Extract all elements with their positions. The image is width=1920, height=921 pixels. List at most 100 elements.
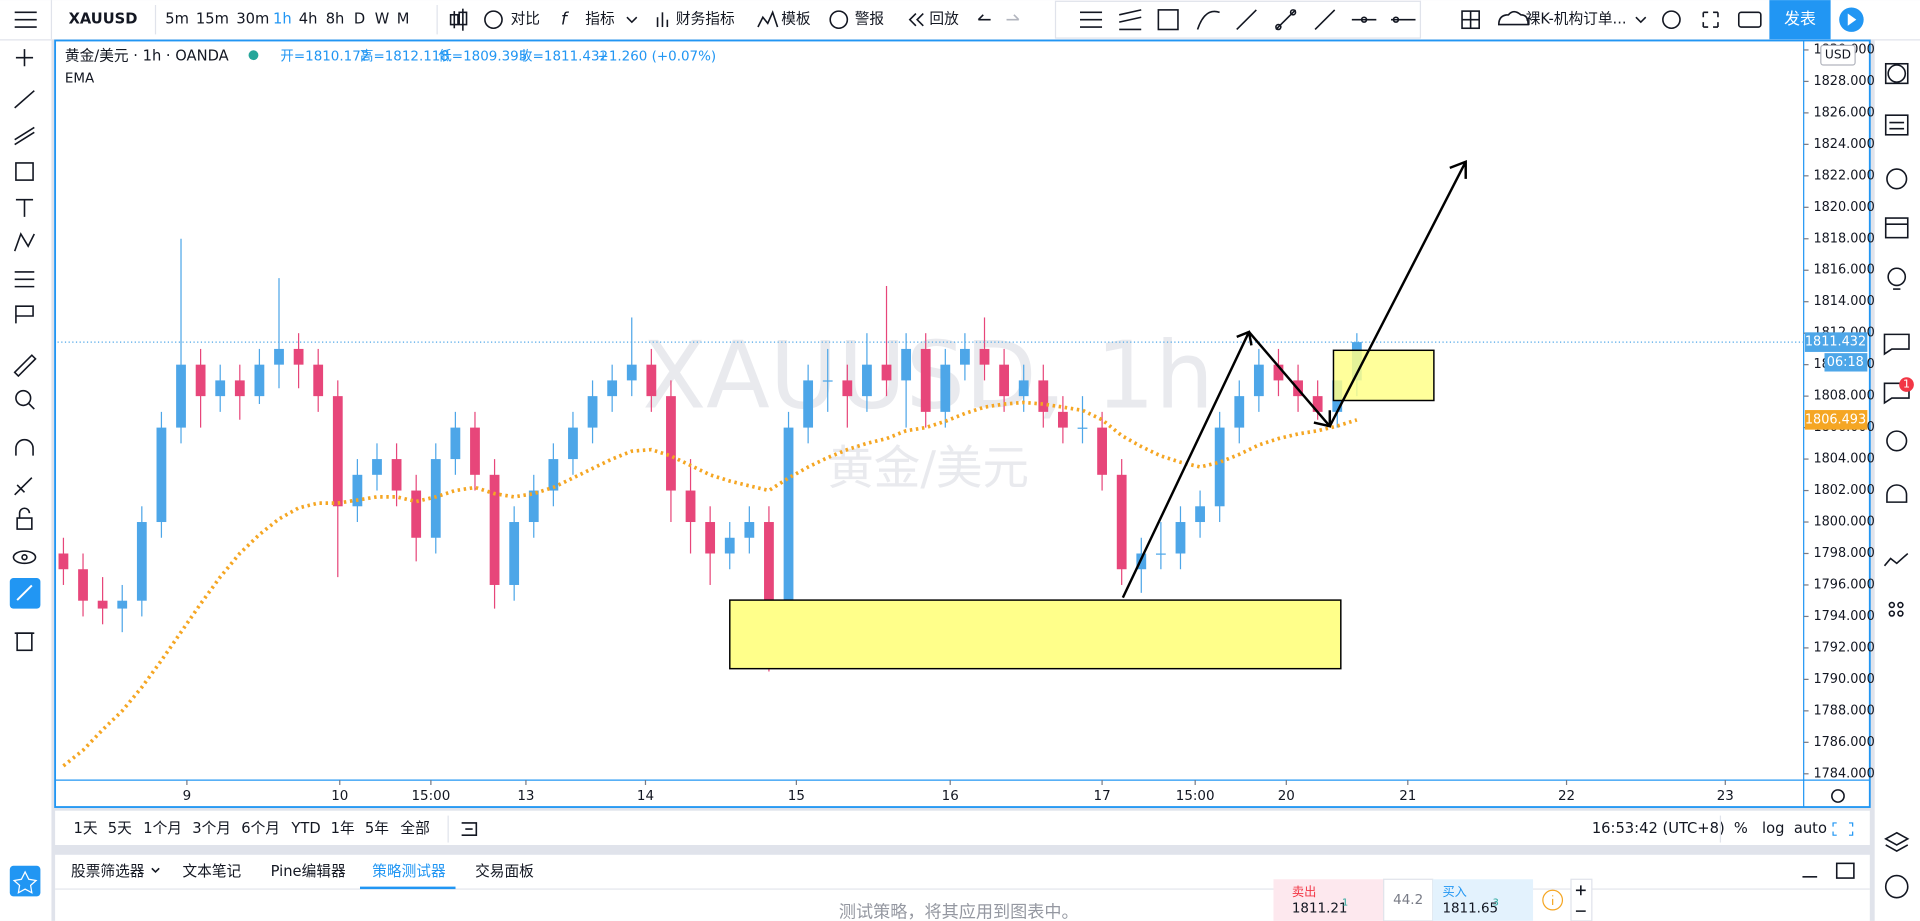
y-tick-label: 1822.000 bbox=[1813, 168, 1874, 183]
maximize-icon[interactable] bbox=[1835, 862, 1855, 879]
dropdown-arrow[interactable] bbox=[626, 16, 638, 24]
goto-date-icon[interactable] bbox=[461, 822, 478, 836]
market-status-dot bbox=[248, 50, 259, 61]
replay-button[interactable]: 回放 bbox=[929, 11, 959, 28]
y-tick-label: 1816.000 bbox=[1813, 263, 1874, 278]
timeframe-button[interactable]: M bbox=[397, 11, 410, 28]
trend-arrow[interactable] bbox=[1248, 331, 1331, 428]
right-sidebar bbox=[1874, 40, 1920, 921]
percent-toggle[interactable]: % bbox=[1734, 820, 1748, 837]
timeframe-button[interactable]: 15m bbox=[196, 11, 229, 28]
layout-grid-icon[interactable] bbox=[1461, 10, 1480, 30]
auto-toggle[interactable]: auto bbox=[1794, 820, 1827, 837]
link-icon bbox=[16, 584, 33, 601]
range-button[interactable]: 1年 bbox=[331, 820, 355, 837]
panel-tab[interactable]: 文本笔记 bbox=[182, 863, 241, 880]
range-button[interactable]: 5年 bbox=[365, 820, 389, 837]
timeframe-button[interactable]: 4h bbox=[299, 11, 318, 28]
timeframe-button[interactable]: W bbox=[375, 11, 390, 28]
templates-icon[interactable] bbox=[757, 10, 779, 28]
top-toolbar-content: XAUUSD 5m 15m 30m 1h 4h 8h D W M 对比 f 指标 财务指标 模板… bbox=[14, 0, 1864, 40]
log-toggle[interactable]: log bbox=[1762, 820, 1784, 837]
chart-settings-icon[interactable] bbox=[1831, 789, 1845, 803]
timeframe-button[interactable]: 5m bbox=[165, 11, 189, 28]
fit-icon[interactable] bbox=[1832, 822, 1854, 836]
x-tick-label: 20 bbox=[1278, 789, 1295, 804]
alert-button[interactable]: 警报 bbox=[855, 11, 885, 28]
info-icon[interactable] bbox=[1542, 889, 1564, 911]
candle-body bbox=[372, 459, 382, 475]
timeframe-button[interactable]: 1h bbox=[273, 11, 292, 28]
replay-icon[interactable] bbox=[908, 12, 924, 27]
range-button[interactable]: 6个月 bbox=[241, 820, 280, 837]
range-button[interactable]: 5天 bbox=[108, 820, 132, 837]
dropdown-arrow[interactable] bbox=[151, 867, 160, 874]
timeframe-button[interactable]: 8h bbox=[326, 11, 345, 28]
alert-icon[interactable] bbox=[829, 10, 849, 30]
buy-pip: 3 bbox=[1493, 898, 1499, 909]
range-button[interactable]: 3个月 bbox=[192, 820, 231, 837]
range-button[interactable]: 1天 bbox=[73, 820, 97, 837]
indicators-icon[interactable]: f bbox=[561, 10, 570, 30]
publish-button[interactable]: 发表 bbox=[1784, 9, 1816, 28]
publish-button-bg[interactable] bbox=[1769, 0, 1831, 40]
candle-body bbox=[822, 380, 833, 382]
legend-title: 黄金/美元 · 1h · OANDA bbox=[65, 47, 229, 64]
cloud-icon[interactable] bbox=[1497, 10, 1529, 26]
legend-indicator: EMA bbox=[65, 71, 95, 86]
layout-name[interactable]: 裸K-机构订单... bbox=[1526, 11, 1627, 28]
redo-icon[interactable] bbox=[1006, 14, 1020, 21]
candle-body bbox=[901, 348, 912, 381]
timeframe-button[interactable]: D bbox=[354, 11, 365, 28]
menu-icon[interactable] bbox=[14, 11, 37, 28]
y-tick-label: 1828.000 bbox=[1813, 74, 1874, 89]
candle-body bbox=[489, 474, 500, 585]
snapshot-icon[interactable] bbox=[1737, 11, 1762, 28]
spread: 44.2 bbox=[1393, 893, 1423, 908]
trend-arrow[interactable] bbox=[1121, 331, 1251, 599]
zone-rectangle[interactable] bbox=[1332, 349, 1435, 402]
templates-button[interactable]: 模板 bbox=[781, 10, 811, 28]
candle-body bbox=[568, 427, 578, 460]
undo-icon[interactable] bbox=[977, 14, 991, 21]
financials-icon[interactable] bbox=[656, 12, 669, 28]
indicators-button[interactable]: 指标 bbox=[585, 11, 615, 28]
sell-price: 1811.21 bbox=[1292, 902, 1348, 917]
settings-icon[interactable] bbox=[1662, 10, 1681, 30]
symbol[interactable]: XAUUSD bbox=[69, 11, 138, 28]
sell-box[interactable] bbox=[1273, 879, 1384, 921]
panel-tab[interactable]: 策略测试器 bbox=[372, 863, 446, 880]
panel-tab[interactable]: 交易面板 bbox=[475, 862, 534, 880]
candle-body bbox=[999, 364, 1010, 397]
range-button[interactable]: 全部 bbox=[400, 819, 429, 837]
candle-body bbox=[881, 364, 892, 381]
fullscreen-icon[interactable] bbox=[1702, 11, 1719, 28]
candle-body bbox=[548, 459, 559, 491]
range-button[interactable]: 1个月 bbox=[143, 820, 182, 837]
candle-body bbox=[842, 380, 853, 397]
trend-arrow[interactable] bbox=[1328, 161, 1467, 427]
notification-badge bbox=[1899, 377, 1914, 392]
candle-body bbox=[391, 459, 402, 491]
candle-body bbox=[1077, 427, 1088, 429]
compare-button[interactable]: 对比 bbox=[511, 11, 540, 28]
candle-body bbox=[254, 364, 265, 397]
candle-body bbox=[960, 348, 970, 365]
drawing-tools[interactable] bbox=[1080, 9, 1416, 31]
compare-icon[interactable] bbox=[484, 10, 503, 30]
timeframe-button[interactable]: 30m bbox=[236, 11, 269, 28]
financials-button[interactable]: 财务指标 bbox=[676, 11, 735, 28]
chart-pane bbox=[54, 39, 1871, 808]
watchlist-star-bg[interactable] bbox=[9, 865, 41, 897]
buy-box[interactable] bbox=[1432, 879, 1534, 921]
zone-rectangle[interactable] bbox=[729, 599, 1342, 670]
range-button[interactable]: YTD bbox=[290, 820, 320, 837]
dropdown-arrow[interactable] bbox=[1635, 16, 1647, 24]
panel-tab[interactable]: Pine编辑器 bbox=[271, 863, 346, 880]
left-tools[interactable] bbox=[12, 49, 37, 652]
panel-tab[interactable]: 股票筛选器 bbox=[71, 863, 145, 880]
legend-change: +1.260 (+0.07%) bbox=[598, 49, 717, 64]
chart-type-icon[interactable] bbox=[449, 8, 468, 31]
right-sidebar-icons[interactable] bbox=[1883, 62, 1910, 899]
